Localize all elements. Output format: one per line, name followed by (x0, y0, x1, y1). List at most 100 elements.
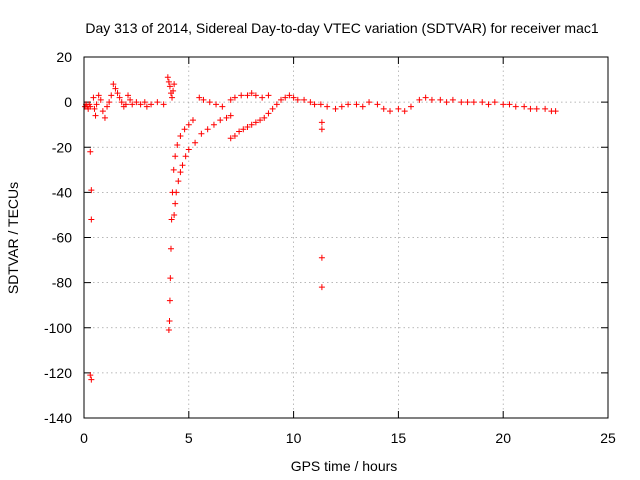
data-points (82, 74, 559, 383)
data-point (443, 99, 450, 106)
data-point (192, 139, 199, 146)
data-point (380, 105, 387, 112)
data-point (170, 87, 177, 94)
data-point (165, 327, 172, 334)
x-axis-label: GPS time / hours (291, 458, 398, 474)
data-point (324, 103, 331, 110)
data-point (236, 128, 243, 135)
data-point (252, 92, 259, 99)
data-point (198, 130, 205, 137)
data-point (318, 126, 325, 133)
data-point (217, 117, 224, 124)
data-point (231, 132, 238, 139)
data-point (196, 94, 203, 101)
data-point (238, 92, 245, 99)
data-point (129, 101, 136, 108)
data-point (533, 105, 540, 112)
data-point (166, 317, 173, 324)
data-point (345, 101, 352, 108)
x-tick-label: 5 (185, 430, 193, 446)
data-point (170, 166, 177, 173)
data-point (97, 96, 104, 103)
data-point (458, 99, 465, 106)
data-point (148, 101, 155, 108)
data-point (338, 103, 345, 110)
y-tick-label: -100 (44, 320, 72, 336)
data-point (137, 101, 144, 108)
data-point (87, 372, 94, 379)
x-tick-label: 25 (600, 430, 616, 446)
x-tick-label: 15 (391, 430, 407, 446)
data-point (240, 126, 247, 133)
data-point (227, 112, 234, 119)
data-point (90, 94, 97, 101)
data-point (437, 96, 444, 103)
y-axis-label: SDTVAR / TECUs (5, 182, 21, 294)
data-point (173, 189, 180, 196)
data-point (265, 110, 272, 117)
data-point (127, 96, 134, 103)
data-point (112, 85, 119, 92)
data-point (422, 94, 429, 101)
y-tick-label: -20 (52, 139, 72, 155)
data-point (512, 103, 519, 110)
data-point (366, 99, 373, 106)
data-point (213, 101, 220, 108)
data-point (182, 153, 189, 160)
data-point (167, 245, 174, 252)
data-point (244, 123, 251, 130)
x-tick-label: 10 (286, 430, 302, 446)
data-point (181, 126, 188, 133)
data-point (177, 132, 184, 139)
grid-lines (84, 57, 608, 418)
data-point (160, 101, 167, 108)
data-point (290, 94, 297, 101)
data-point (141, 99, 148, 106)
data-point (278, 96, 285, 103)
data-point (374, 101, 381, 108)
data-point (244, 92, 251, 99)
data-point (171, 81, 178, 88)
data-point (204, 126, 211, 133)
data-point (171, 211, 178, 218)
data-point (118, 99, 125, 106)
data-point (106, 99, 113, 106)
data-point (210, 121, 217, 128)
chart-title: Day 313 of 2014, Sidereal Day-to-day VTE… (85, 20, 598, 36)
data-point (116, 94, 123, 101)
data-point (506, 101, 513, 108)
data-point (318, 254, 325, 261)
data-point (282, 94, 289, 101)
y-tick-label: -60 (52, 230, 72, 246)
data-point (172, 200, 179, 207)
data-point (491, 99, 498, 106)
data-point (177, 169, 184, 176)
data-point (231, 94, 238, 101)
y-tick-label: -40 (52, 184, 72, 200)
data-point (416, 96, 423, 103)
data-point (353, 101, 360, 108)
data-point (485, 101, 492, 108)
data-point (219, 103, 226, 110)
data-point (395, 105, 402, 112)
data-point (269, 105, 276, 112)
data-point (95, 92, 102, 99)
data-point (294, 96, 301, 103)
data-point (88, 376, 95, 383)
data-point (122, 101, 129, 108)
data-point (200, 96, 207, 103)
data-point (133, 99, 140, 106)
data-point (318, 119, 325, 126)
data-point (527, 105, 534, 112)
data-point (332, 105, 339, 112)
data-point (99, 108, 106, 115)
data-point (407, 103, 414, 110)
data-point (248, 121, 255, 128)
data-point (317, 101, 324, 108)
y-tick-label: 0 (64, 94, 72, 110)
data-point (206, 99, 213, 106)
data-point (104, 103, 111, 110)
data-point (92, 112, 99, 119)
